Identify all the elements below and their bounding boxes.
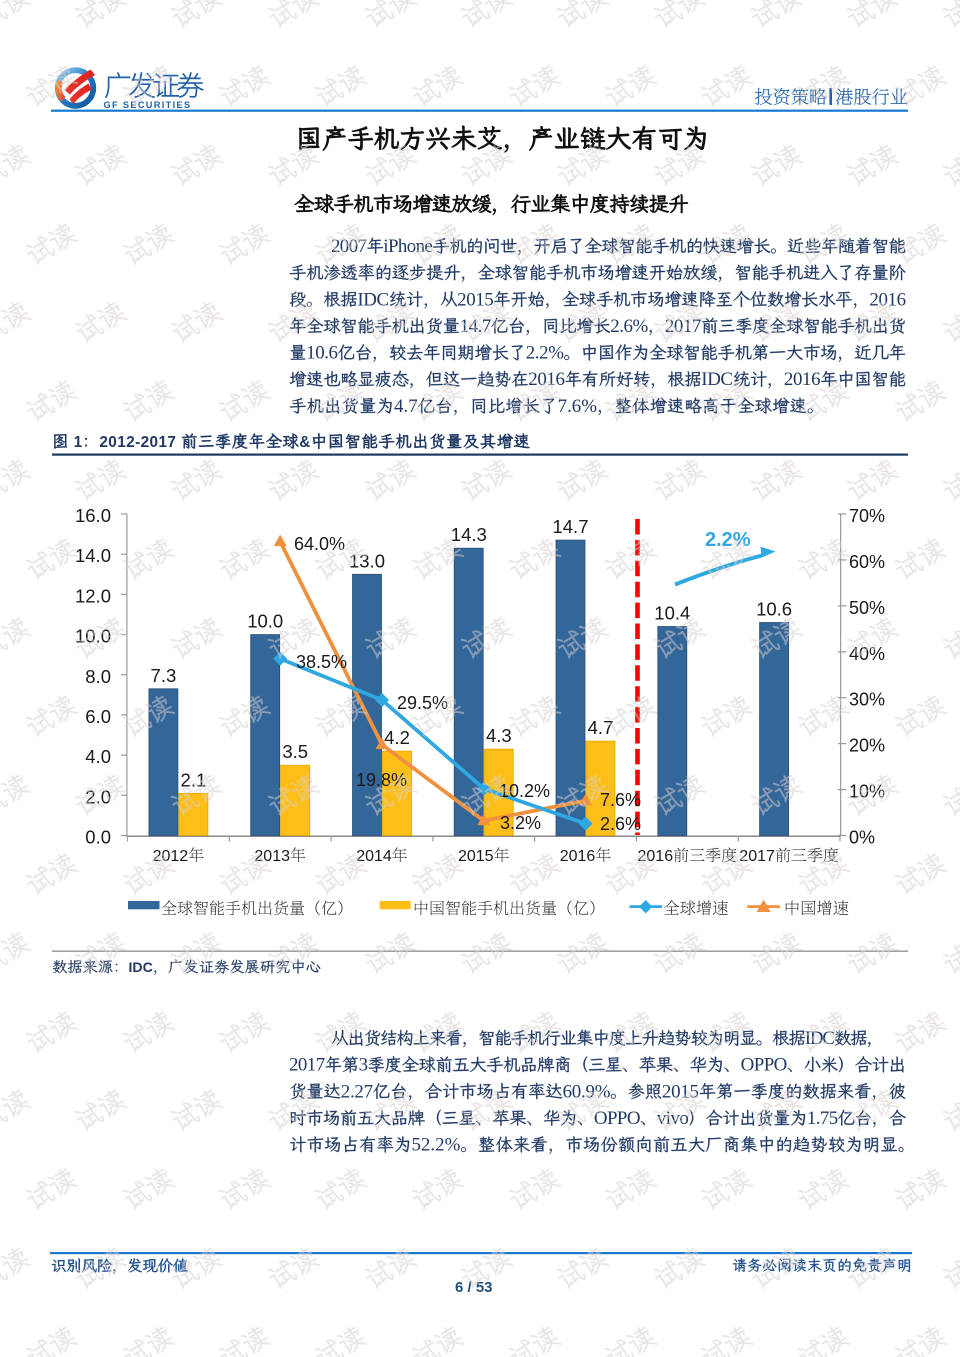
svg-text:2014: 2014	[356, 848, 392, 865]
svg-text:IDC: IDC	[129, 959, 153, 975]
svg-text:16.0: 16.0	[75, 505, 111, 526]
svg-text:38.5%: 38.5%	[296, 652, 347, 672]
svg-text:29.5%: 29.5%	[397, 693, 448, 713]
svg-text:8.0: 8.0	[85, 666, 111, 687]
svg-text:2.2%: 2.2%	[705, 529, 751, 551]
svg-text:10.2%: 10.2%	[499, 781, 550, 801]
svg-text:30%: 30%	[849, 690, 885, 710]
svg-text:14.3: 14.3	[451, 524, 487, 545]
svg-text:2016: 2016	[560, 848, 596, 865]
svg-text:2016: 2016	[638, 848, 674, 865]
svg-text:60%: 60%	[849, 552, 885, 572]
svg-text:10.6: 10.6	[756, 599, 792, 620]
svg-text:0%: 0%	[849, 828, 875, 848]
svg-text:70%: 70%	[849, 506, 885, 526]
svg-text:3.5: 3.5	[282, 741, 308, 762]
svg-text:2.6%: 2.6%	[600, 814, 641, 834]
svg-text:4.3: 4.3	[486, 725, 512, 746]
svg-text:2013: 2013	[254, 848, 290, 865]
svg-text:12.0: 12.0	[75, 585, 111, 606]
svg-text:6.0: 6.0	[85, 706, 111, 727]
svg-text:2015: 2015	[458, 848, 494, 865]
svg-text:3.2%: 3.2%	[500, 813, 541, 833]
svg-text:52.2%: 52.2%	[412, 1135, 461, 1156]
svg-text:2017: 2017	[739, 848, 775, 865]
svg-text:4.0: 4.0	[85, 746, 111, 767]
svg-text:4.2: 4.2	[384, 727, 410, 748]
svg-text:10.0: 10.0	[247, 611, 283, 632]
svg-text:50%: 50%	[849, 598, 885, 618]
svg-text:64.0%: 64.0%	[294, 534, 345, 554]
svg-text:2.1: 2.1	[181, 769, 207, 790]
svg-text:14.7: 14.7	[552, 516, 588, 537]
svg-text:7.3: 7.3	[151, 665, 177, 686]
svg-text:4.7: 4.7	[588, 717, 614, 738]
svg-text:14.0: 14.0	[75, 545, 111, 566]
svg-text:19.8%: 19.8%	[356, 770, 407, 790]
svg-text:10.4: 10.4	[654, 603, 690, 624]
svg-text:GF SECURITIES: GF SECURITIES	[104, 100, 192, 110]
svg-text:20%: 20%	[849, 736, 885, 756]
svg-text:7.6%: 7.6%	[600, 790, 641, 810]
svg-text:0.0: 0.0	[85, 827, 111, 848]
